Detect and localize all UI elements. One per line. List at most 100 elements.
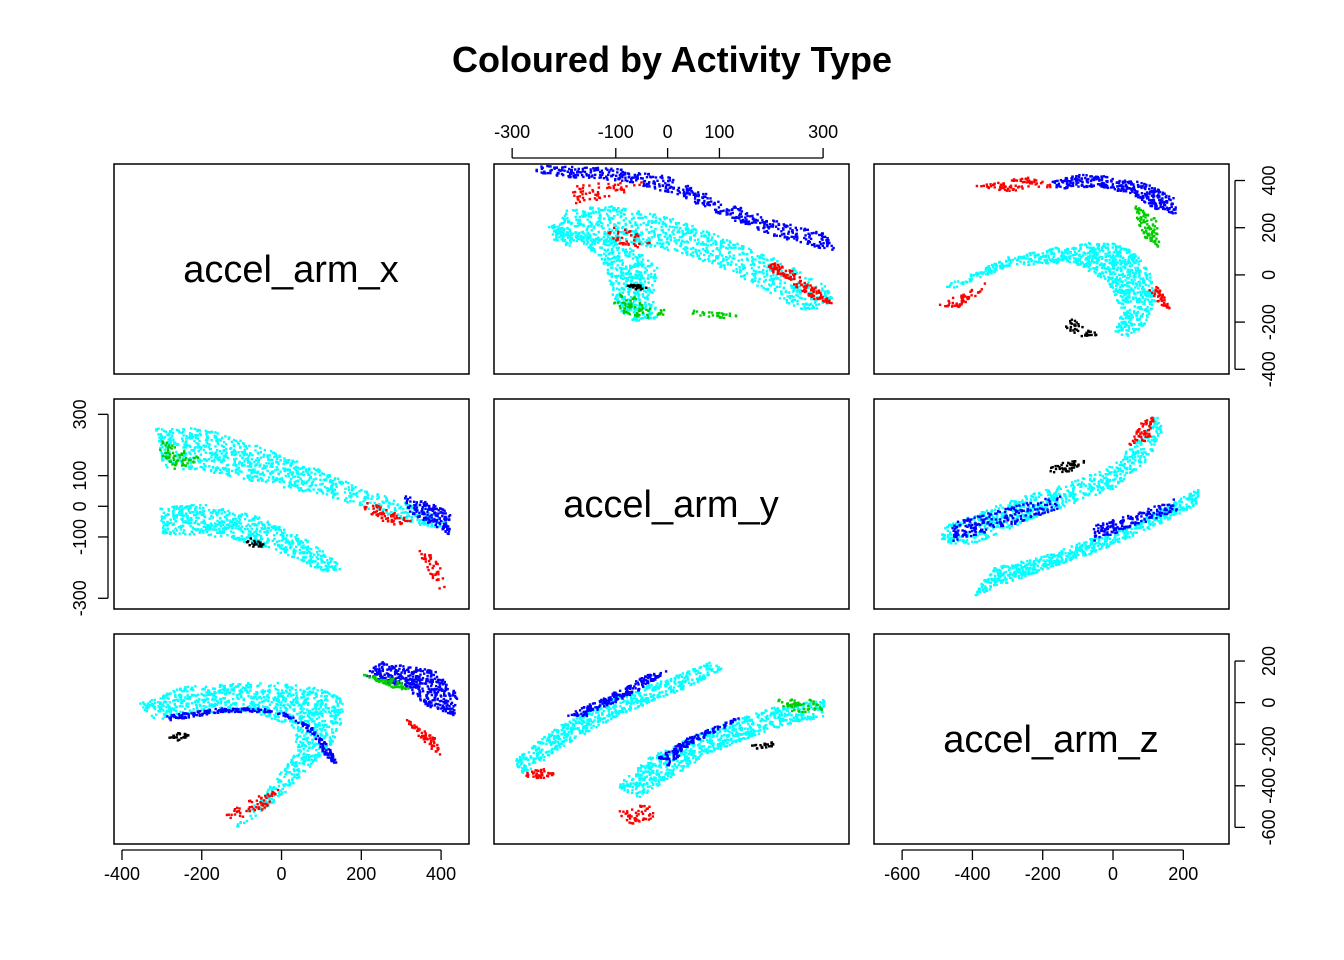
data-point	[173, 531, 176, 534]
data-point	[703, 258, 707, 262]
data-point	[608, 206, 611, 209]
data-point	[1104, 277, 1107, 280]
data-point	[649, 305, 653, 309]
data-point	[258, 473, 262, 476]
data-point	[366, 494, 370, 497]
data-point	[218, 450, 222, 453]
data-point	[825, 297, 829, 300]
data-point	[660, 229, 663, 232]
data-point	[262, 527, 266, 530]
data-point	[1023, 180, 1026, 184]
data-point	[1077, 185, 1080, 188]
data-point	[260, 472, 263, 476]
data-point	[658, 217, 661, 220]
data-point	[398, 507, 401, 510]
data-point	[776, 266, 779, 269]
data-point	[1071, 175, 1074, 179]
data-point	[160, 434, 164, 438]
data-point	[387, 505, 390, 508]
data-point	[394, 509, 397, 512]
data-point	[789, 227, 792, 230]
data-point	[1125, 313, 1129, 317]
data-point	[1077, 181, 1080, 184]
data-point	[1111, 276, 1114, 279]
data-point	[608, 210, 612, 213]
data-point	[205, 433, 208, 436]
data-point	[781, 265, 784, 268]
data-point	[276, 478, 279, 481]
data-point	[1146, 219, 1149, 222]
data-point	[202, 448, 206, 452]
data-point	[645, 269, 648, 272]
data-point	[1152, 192, 1155, 196]
data-point	[190, 433, 193, 436]
data-point	[647, 303, 651, 306]
data-point	[241, 464, 244, 467]
data-point	[338, 480, 341, 483]
data-point	[816, 297, 819, 300]
data-point	[1048, 183, 1052, 186]
data-point	[680, 236, 683, 239]
data-point	[1075, 181, 1078, 184]
data-point	[645, 239, 649, 242]
data-point	[327, 489, 331, 492]
data-point	[1121, 321, 1124, 324]
data-point	[643, 270, 647, 274]
data-point	[597, 223, 600, 226]
data-point	[599, 254, 603, 257]
data-point	[1131, 280, 1135, 284]
data-point	[672, 233, 675, 236]
data-point	[1145, 318, 1148, 321]
data-point	[208, 451, 212, 455]
data-point	[754, 221, 758, 224]
data-point	[622, 309, 626, 313]
data-point	[1136, 266, 1140, 269]
data-point	[708, 259, 711, 263]
data-point	[630, 224, 634, 228]
data-point	[606, 178, 609, 181]
data-point	[290, 462, 294, 465]
data-point	[1123, 262, 1127, 266]
data-point	[610, 249, 614, 253]
data-point	[583, 170, 587, 174]
data-point	[638, 213, 641, 216]
data-point	[337, 477, 340, 480]
data-point	[632, 304, 636, 307]
data-point	[1149, 204, 1152, 208]
data-point	[1119, 277, 1122, 280]
data-point	[1087, 259, 1090, 263]
data-point	[612, 288, 615, 291]
data-point	[266, 455, 269, 458]
data-point	[614, 224, 618, 227]
data-point	[725, 239, 729, 242]
data-point	[1039, 256, 1042, 259]
data-point	[1129, 300, 1133, 303]
data-point	[326, 476, 329, 479]
data-point	[266, 469, 269, 473]
data-point	[425, 522, 428, 525]
data-point	[641, 254, 644, 257]
data-point	[612, 250, 615, 253]
data-point	[641, 242, 644, 245]
data-point	[215, 438, 219, 441]
data-point	[714, 240, 717, 243]
data-point	[621, 176, 624, 179]
data-point	[697, 254, 700, 258]
data-point	[304, 546, 307, 549]
data-point	[256, 472, 259, 475]
data-point	[574, 215, 577, 219]
data-point	[824, 295, 828, 298]
data-point	[566, 170, 569, 173]
data-point	[249, 479, 252, 482]
data-point	[249, 530, 252, 533]
data-point	[572, 239, 575, 242]
data-point	[158, 440, 161, 443]
data-point	[633, 239, 636, 242]
data-point	[761, 218, 764, 222]
data-point	[621, 272, 624, 275]
data-point	[185, 434, 188, 438]
data-point	[1118, 249, 1122, 253]
data-point	[776, 272, 780, 275]
data-point	[193, 467, 197, 471]
data-point	[636, 264, 640, 268]
